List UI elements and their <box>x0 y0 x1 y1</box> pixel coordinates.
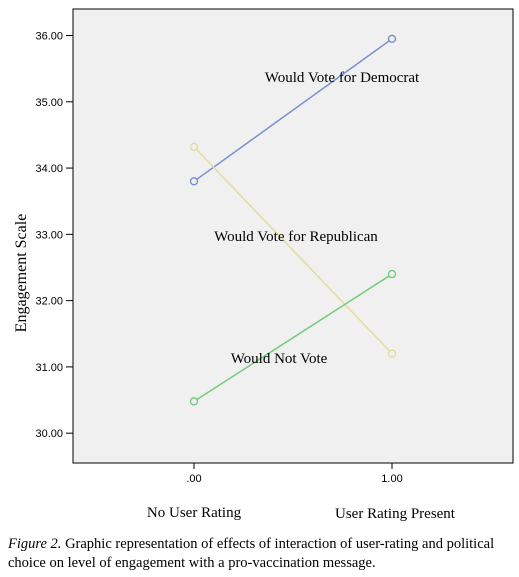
x-tick-label-0: .00 <box>186 473 201 485</box>
series-1-point-0 <box>189 142 199 152</box>
series-2-point-0 <box>189 397 199 406</box>
series-label-democrat: Would Vote for Democrat <box>265 70 420 86</box>
figure-caption: Figure 2. Graphic representation of effe… <box>8 535 513 573</box>
x-category-label-0: No User Rating <box>147 505 242 521</box>
x-category-label-1: User Rating Present <box>335 506 456 522</box>
plot-area <box>72 8 514 464</box>
y-tick-label-5: 35.00 <box>35 97 63 109</box>
series-0-point-1 <box>387 34 397 44</box>
series-line-1 <box>193 146 393 355</box>
series-line-2 <box>193 273 393 402</box>
y-axis-label: Engagement Scale <box>13 214 30 333</box>
series-layer <box>189 34 397 406</box>
series-line-0 <box>193 38 393 182</box>
y-tick-label-4: 34.00 <box>35 163 63 175</box>
y-tick-label-2: 32.00 <box>35 296 63 308</box>
series-1-point-1 <box>387 349 397 358</box>
chart: 30.00 31.00 32.00 33.00 34.00 35.00 36.00 .00 1… <box>13 8 514 522</box>
figure-caption-text: Graphic representation of effects of int… <box>8 536 495 571</box>
y-tick-label-3: 33.00 <box>35 229 63 241</box>
series-label-republican: Would Vote for Republican <box>214 229 378 245</box>
y-tick-label-1: 31.00 <box>35 362 63 374</box>
y-axis-ticks: 30.00 31.00 32.00 33.00 34.00 35.00 36.00 <box>35 31 73 440</box>
x-tick-label-1: 1.00 <box>381 473 402 485</box>
series-0-point-0 <box>189 177 199 186</box>
y-tick-label-6: 36.00 <box>35 31 63 43</box>
y-tick-label-0: 30.00 <box>35 428 63 440</box>
figure-label: Figure 2. <box>8 536 62 552</box>
series-2-point-1 <box>387 269 397 279</box>
series-label-would-not-vote: Would Not Vote <box>231 351 328 367</box>
x-axis-ticks: .00 1.00 <box>186 463 403 485</box>
